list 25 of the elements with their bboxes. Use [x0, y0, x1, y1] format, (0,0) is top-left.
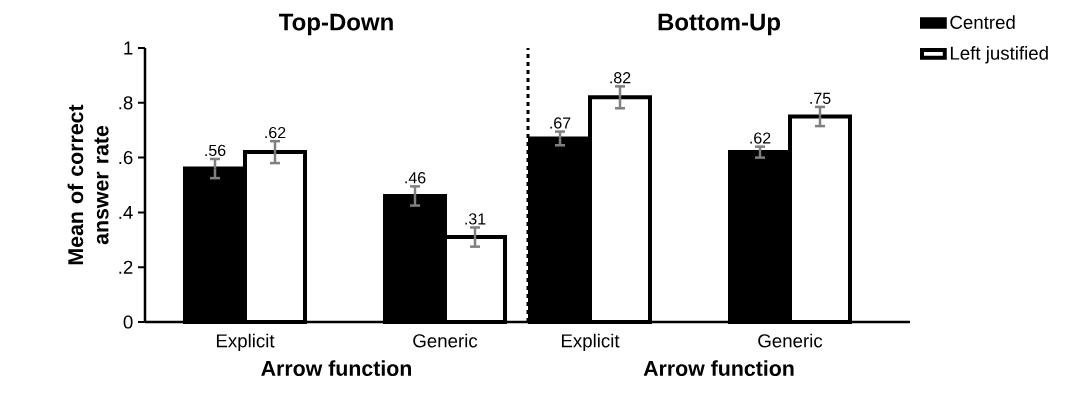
data-label: .62 — [265, 126, 286, 139]
x-tick-label: Generic — [758, 333, 823, 348]
y-axis-title: Mean of correct answer rate — [67, 104, 109, 265]
data-label: .75 — [810, 92, 831, 104]
data-label: .31 — [465, 213, 486, 225]
y-tick-label: 1 — [124, 41, 133, 55]
x-axis-title: Arrow function — [261, 360, 412, 376]
x-tick-label: Explicit — [216, 333, 275, 352]
data-label: .46 — [405, 172, 426, 184]
data-label: .56 — [205, 144, 226, 157]
x-tick-label: Explicit — [561, 333, 620, 352]
x-axis-title: Arrow function — [643, 360, 794, 376]
legend-label: Left justified — [950, 46, 1048, 64]
chart-title: Top-Down — [279, 13, 393, 36]
y-tick-label: .2 — [119, 260, 133, 274]
y-tick-label: .8 — [119, 96, 133, 110]
y-tick-label: .4 — [119, 205, 133, 219]
data-label: .82 — [610, 72, 631, 84]
y-tick-label: 0 — [123, 315, 133, 329]
data-label: .67 — [550, 117, 571, 129]
y-tick-label: .6 — [119, 150, 133, 165]
legend-label: Centred — [950, 15, 1015, 29]
chart-title: Bottom-Up — [658, 13, 780, 36]
x-tick-label: Generic — [413, 333, 478, 348]
data-label: .62 — [750, 132, 771, 144]
